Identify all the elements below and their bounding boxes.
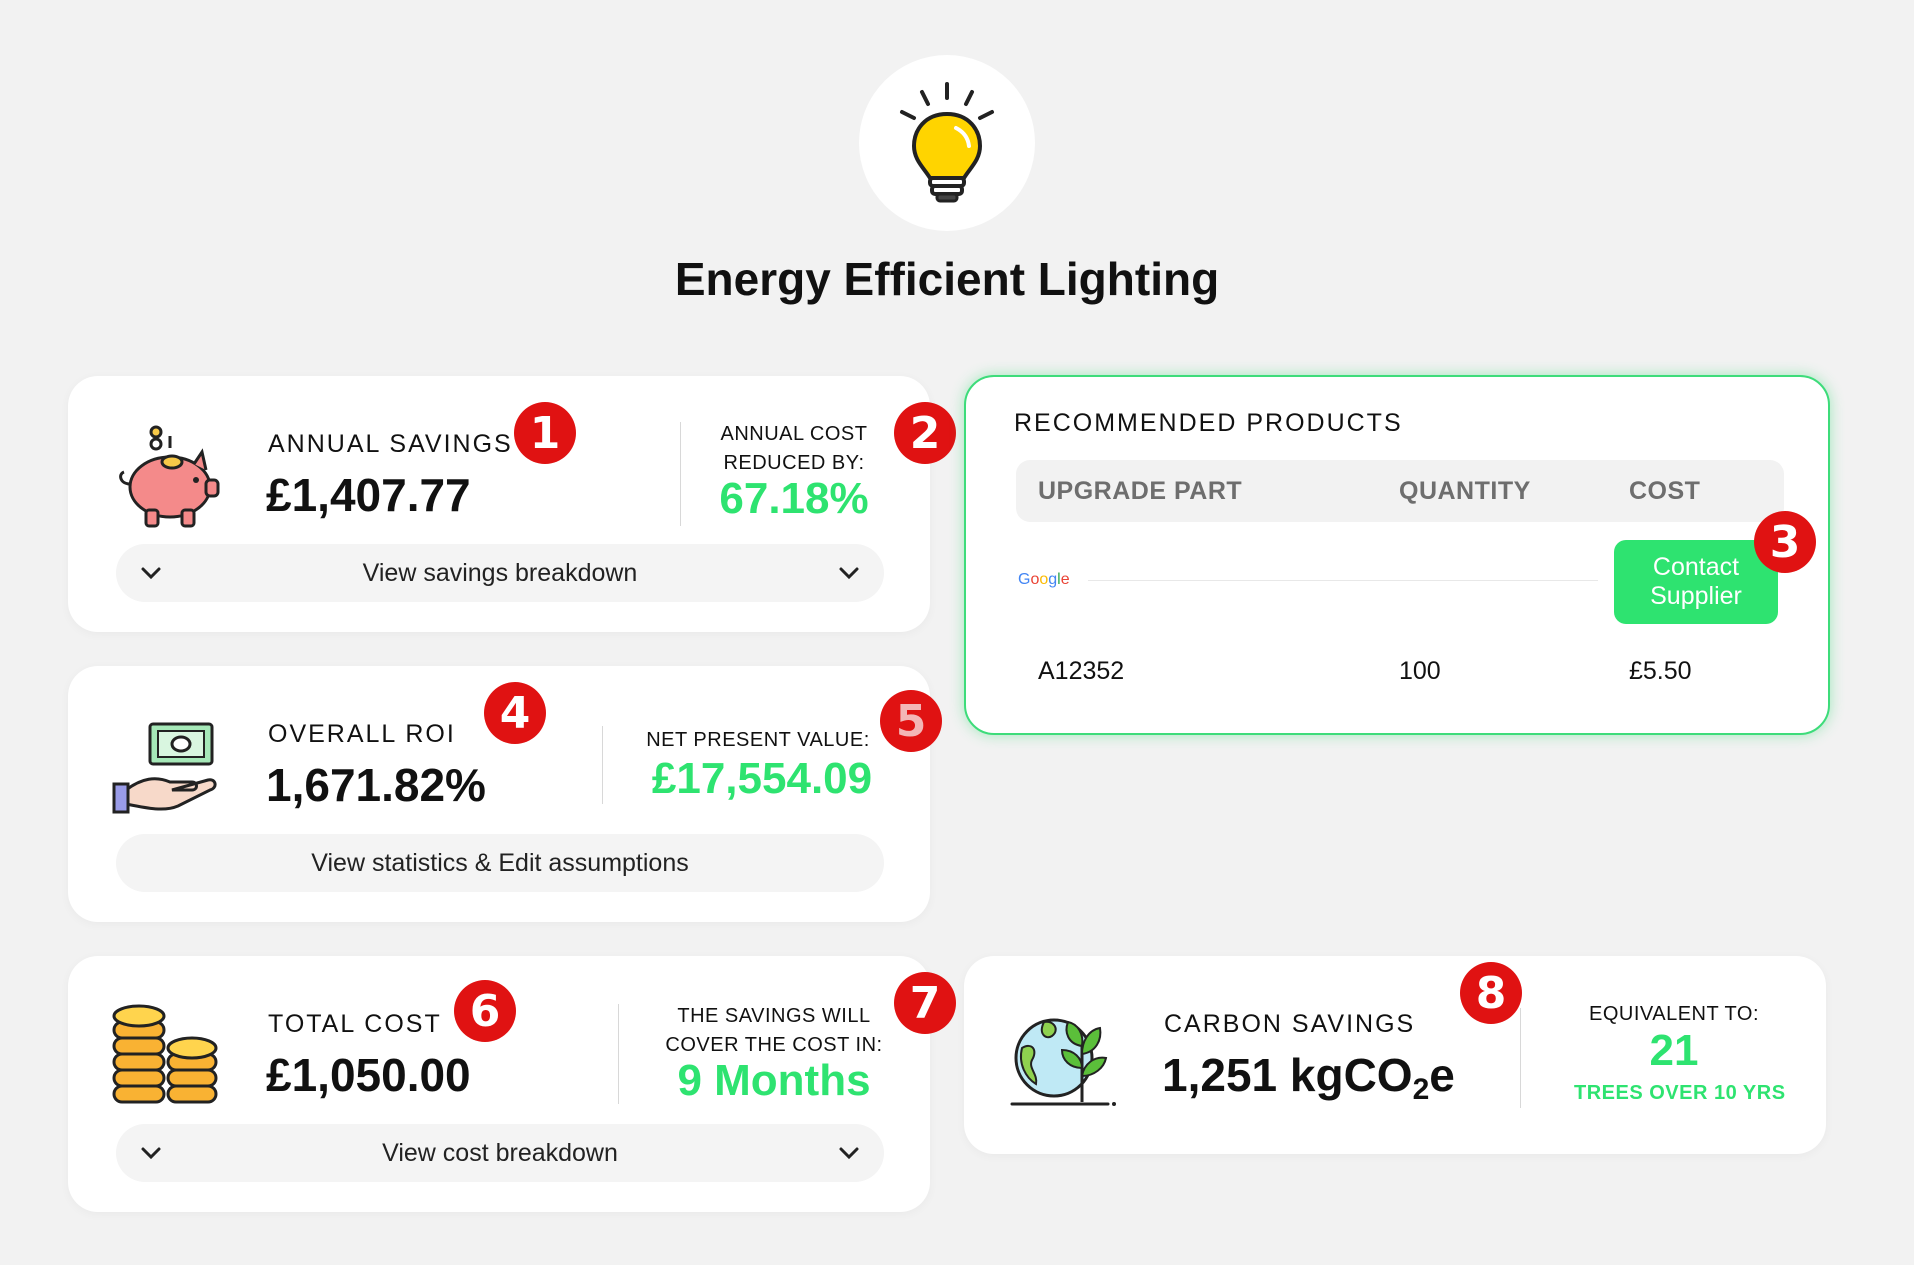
chevron-down-icon	[141, 1147, 161, 1160]
divider	[602, 726, 603, 804]
annotation-badge-7: 7	[894, 972, 956, 1034]
annotation-badge-2: 2	[894, 402, 956, 464]
carbon-savings-card: CARBON SAVINGS 1,251 kgCO2e 8 EQUIVALENT…	[964, 956, 1826, 1154]
product-quantity-cell: 100	[1399, 657, 1441, 685]
carbon-value-main: 1,251 kgCO	[1162, 1049, 1413, 1101]
view-statistics-button[interactable]: View statistics & Edit assumptions	[116, 834, 884, 892]
recommended-products-card: RECOMMENDED PRODUCTS UPGRADE PART QUANTI…	[964, 375, 1830, 735]
piggy-bank-icon	[112, 422, 222, 537]
view-cost-breakdown-label: View cost breakdown	[382, 1138, 618, 1167]
globe-plant-icon	[1008, 1002, 1118, 1117]
recommended-products-title: RECOMMENDED PRODUCTS	[1014, 409, 1403, 437]
page-title: Energy Efficient Lighting	[674, 253, 1220, 305]
products-table-header: UPGRADE PART QUANTITY COST	[1016, 460, 1784, 522]
contact-supplier-button[interactable]: Contact Supplier	[1614, 540, 1778, 624]
overall-roi-label: OVERALL ROI	[268, 720, 456, 748]
column-header-upgrade-part: UPGRADE PART	[1038, 477, 1243, 505]
total-cost-card: TOTAL COST £1,050.00 6 THE SAVINGS WILL …	[68, 956, 956, 1212]
annual-cost-reduced-label: ANNUAL COST REDUCED BY:	[720, 423, 868, 474]
annual-savings-label: ANNUAL SAVINGS	[268, 430, 513, 458]
annotation-badge-8: 8	[1460, 962, 1522, 1024]
view-cost-breakdown-button[interactable]: View cost breakdown	[116, 1124, 884, 1182]
annotation-badge-4: 4	[484, 682, 546, 744]
overall-roi-value: 1,671.82%	[266, 759, 486, 811]
equivalent-to-label: EQUIVALENT TO:	[1588, 1003, 1760, 1025]
annual-savings-value: £1,407.77	[266, 469, 471, 521]
coins-icon	[112, 1002, 222, 1117]
divider	[680, 422, 681, 526]
view-savings-breakdown-label: View savings breakdown	[362, 558, 638, 587]
carbon-value-tail: e	[1429, 1049, 1455, 1101]
annual-savings-card: ANNUAL SAVINGS £1,407.77 1 ANNUAL COST R…	[68, 376, 956, 632]
lightbulb-icon	[900, 82, 994, 203]
annotation-badge-1: 1	[514, 402, 576, 464]
product-cost-cell: £5.50	[1629, 657, 1692, 685]
lightbulb-icon-container	[859, 55, 1035, 231]
divider	[1520, 1008, 1521, 1108]
roi-card: OVERALL ROI 1,671.82% 4 NET PRESENT VALU…	[68, 666, 942, 922]
total-cost-value: £1,050.00	[266, 1049, 471, 1101]
column-header-cost: COST	[1629, 477, 1701, 505]
annotation-badge-5: 5	[880, 690, 942, 752]
trees-over-10-yrs-label: TREES OVER 10 YRS	[1574, 1082, 1786, 1104]
total-cost-label: TOTAL COST	[268, 1010, 442, 1038]
net-present-value-value: £17,554.09	[651, 754, 873, 803]
carbon-savings-label: CARBON SAVINGS	[1164, 1010, 1416, 1038]
equivalent-trees-value: 21	[1649, 1026, 1699, 1075]
supplier-logo[interactable]: Google	[1018, 571, 1070, 588]
view-savings-breakdown-button[interactable]: View savings breakdown	[116, 544, 884, 602]
supplier-row-divider	[1088, 580, 1598, 581]
savings-cover-cost-value: 9 Months	[677, 1056, 871, 1105]
annotation-badge-6: 6	[454, 980, 516, 1042]
money-hand-icon	[112, 718, 222, 823]
chevron-down-icon	[839, 567, 859, 580]
carbon-value-subscript: 2	[1412, 1073, 1430, 1106]
product-part-cell: A12352	[1038, 657, 1125, 685]
net-present-value-label: NET PRESENT VALUE:	[646, 729, 870, 751]
column-header-quantity: QUANTITY	[1399, 477, 1531, 505]
savings-cover-cost-label: THE SAVINGS WILL COVER THE COST IN:	[665, 1005, 883, 1056]
annotation-badge-3: 3	[1754, 511, 1816, 573]
view-statistics-label: View statistics & Edit assumptions	[311, 848, 689, 877]
divider	[618, 1004, 619, 1104]
chevron-down-icon	[839, 1147, 859, 1160]
chevron-down-icon	[141, 567, 161, 580]
carbon-savings-value: 1,251 kgCO2e	[1162, 1048, 1455, 1107]
annual-cost-reduced-value: 67.18%	[719, 474, 869, 523]
